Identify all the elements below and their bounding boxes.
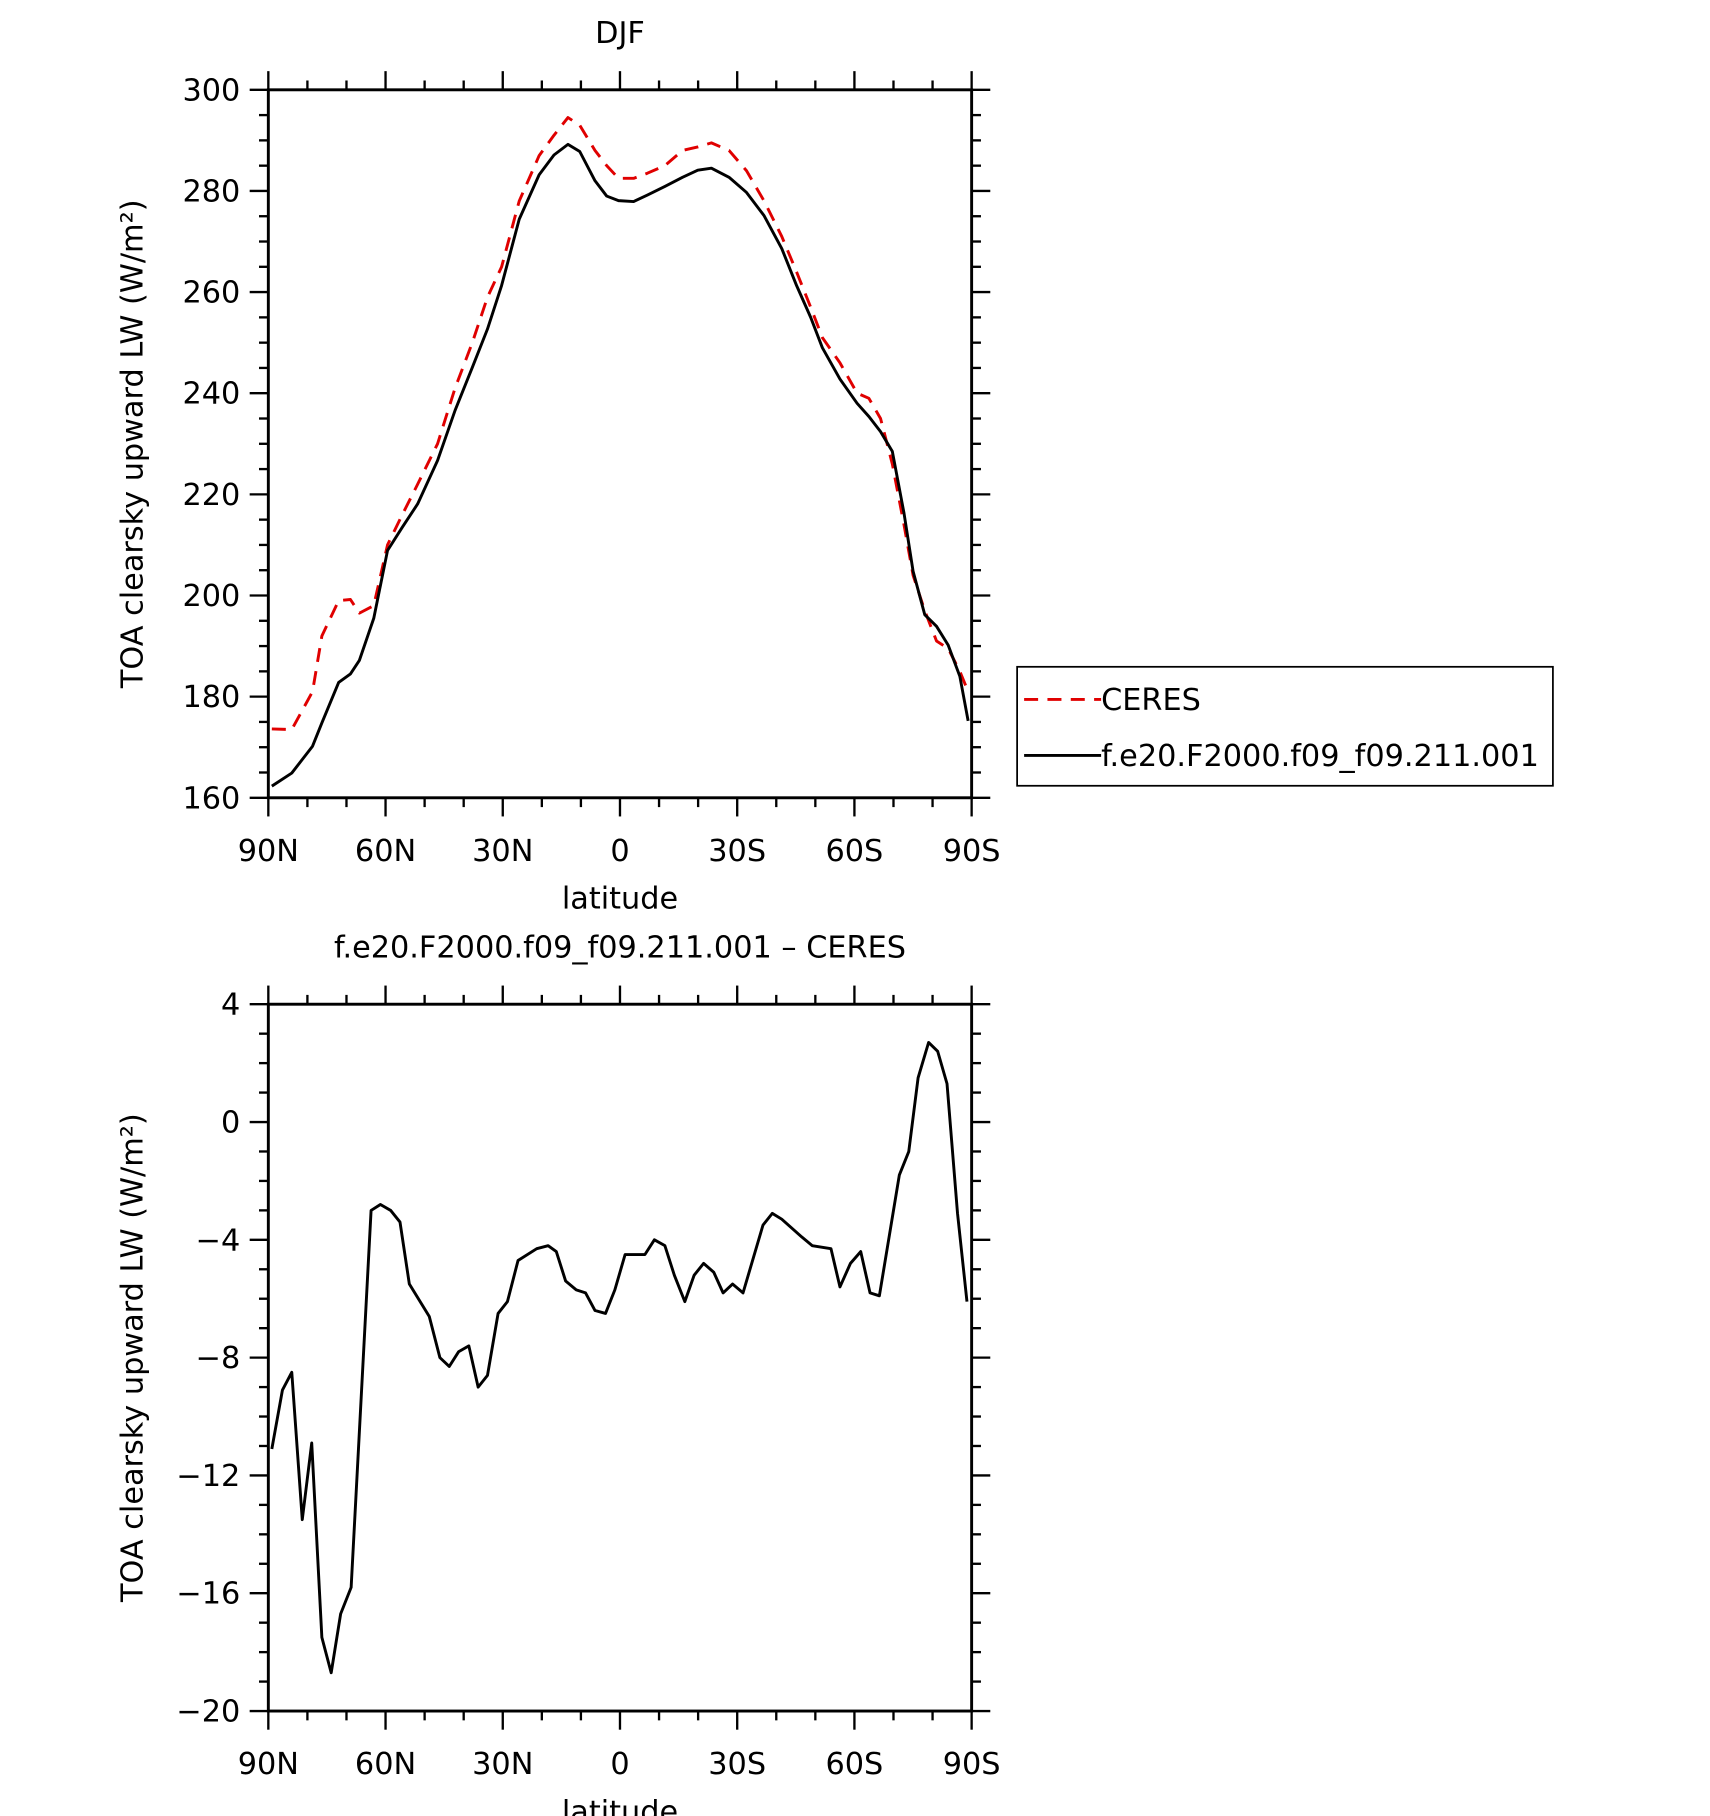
x-tick-label: 30N xyxy=(472,834,533,869)
x-tick-label: 60S xyxy=(826,834,884,869)
y-tick-label: −12 xyxy=(176,1459,240,1494)
x-tick-label: 90S xyxy=(943,834,1001,869)
y-tick-label: 200 xyxy=(182,579,240,614)
y-tick-label: 160 xyxy=(182,781,240,816)
legend-label: CERES xyxy=(1101,683,1201,718)
legend-box xyxy=(1016,665,1554,787)
chart-title: f.e20.F2000.f09_f09.211.001 – CERES xyxy=(334,931,906,966)
y-tick-label: 0 xyxy=(221,1106,240,1141)
y-tick-label: −4 xyxy=(196,1223,241,1258)
data-line xyxy=(271,116,970,732)
y-tick-label: 220 xyxy=(182,478,240,513)
plot-frame xyxy=(266,1002,974,1713)
x-tick-label: 60N xyxy=(355,1747,416,1782)
chart-title: DJF xyxy=(595,16,645,51)
y-axis-label: TOA clearsky upward LW (W/m²) xyxy=(115,1113,150,1603)
y-tick-label: 240 xyxy=(182,377,240,412)
x-axis-label: latitude xyxy=(562,1795,678,1816)
y-tick-label: 180 xyxy=(182,680,240,715)
legend-label: f.e20.F2000.f09_f09.211.001 xyxy=(1101,739,1539,774)
x-tick-label: 0 xyxy=(610,1747,629,1782)
y-tick-label: −20 xyxy=(176,1695,240,1730)
y-axis-label: TOA clearsky upward LW (W/m²) xyxy=(115,199,150,689)
plot-frame xyxy=(266,88,974,800)
x-tick-label: 0 xyxy=(610,834,629,869)
y-tick-label: 300 xyxy=(182,73,240,108)
x-tick-label: 30S xyxy=(708,1747,766,1782)
data-line xyxy=(270,1041,969,1675)
x-tick-label: 60S xyxy=(826,1747,884,1782)
x-tick-label: 90S xyxy=(943,1747,1001,1782)
x-tick-label: 30N xyxy=(472,1747,533,1782)
x-tick-label: 90N xyxy=(238,1747,299,1782)
legend: CERES f.e20.F2000.f09_f09.211.001 xyxy=(1016,665,1554,787)
x-tick-label: 30S xyxy=(708,834,766,869)
y-tick-label: 4 xyxy=(221,988,240,1023)
y-tick-label: 260 xyxy=(182,276,240,311)
x-axis-label: latitude xyxy=(562,882,678,917)
y-tick-label: −8 xyxy=(196,1341,241,1376)
data-line xyxy=(271,142,970,788)
x-tick-label: 90N xyxy=(238,834,299,869)
y-tick-label: −16 xyxy=(176,1577,240,1612)
x-tick-label: 60N xyxy=(355,834,416,869)
y-tick-label: 280 xyxy=(182,174,240,209)
